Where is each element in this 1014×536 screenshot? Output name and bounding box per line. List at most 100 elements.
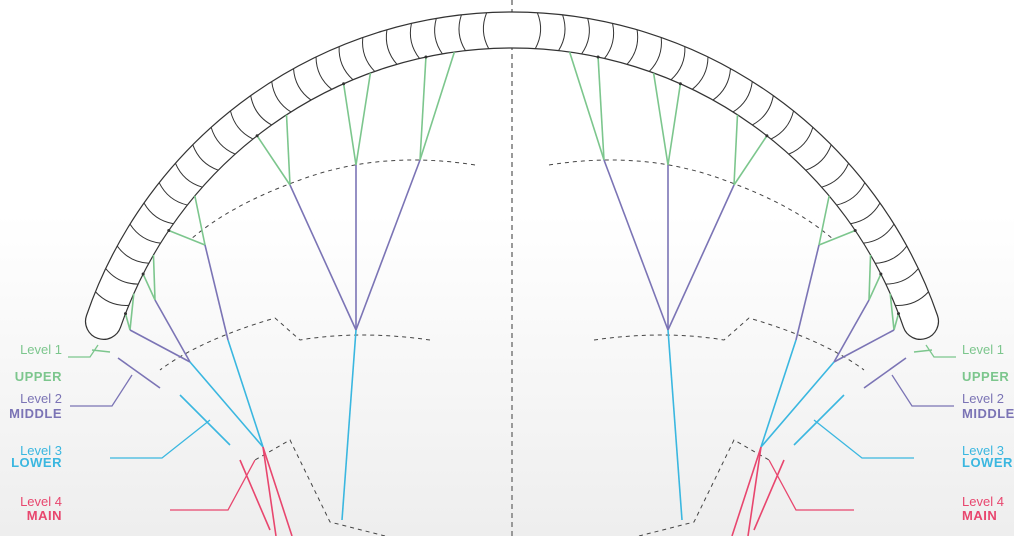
attach-point [678, 82, 682, 86]
canopy-cell [158, 182, 188, 206]
canopy-cell [116, 245, 149, 264]
bracket [863, 357, 907, 389]
upper-line [667, 83, 682, 166]
upper-line [168, 229, 206, 246]
level-name: LOWER [11, 455, 62, 470]
leader-line [68, 344, 99, 358]
upper-line [597, 57, 605, 161]
canopy-cell [805, 144, 832, 171]
canopy-outline [511, 11, 940, 340]
main-line [262, 446, 277, 536]
bracket [239, 459, 271, 531]
upper-line [342, 83, 357, 166]
attach-point [424, 55, 428, 59]
level-label: Level 4 [20, 494, 62, 509]
canopy-cell [174, 163, 203, 188]
middle-line [154, 299, 191, 363]
canopy-cell [293, 68, 312, 101]
lower-line [760, 361, 835, 448]
bracket [753, 459, 785, 531]
canopy-cell [95, 291, 129, 306]
canopy-cell [732, 81, 753, 113]
level-label: Level 1 [20, 342, 62, 357]
upper-line [124, 313, 131, 331]
leader-line [813, 419, 914, 459]
canopy-cell [192, 144, 219, 171]
canopy-cell [691, 56, 709, 90]
leader-line [768, 459, 854, 511]
canopy-cell [271, 81, 292, 113]
middle-line [204, 244, 229, 341]
canopy-cell [626, 29, 639, 65]
leader-line [70, 374, 133, 407]
canopy-cell [670, 46, 686, 81]
canopy-cell [434, 18, 443, 55]
attach-point [765, 134, 769, 138]
leader-line [110, 419, 211, 459]
level-label: Level 3 [20, 443, 62, 458]
level-label: Level 2 [962, 391, 1004, 406]
middle-line [795, 244, 820, 341]
upper-line [818, 229, 856, 246]
upper-line [733, 135, 768, 186]
main-line [747, 446, 762, 536]
dashed-arc [189, 159, 476, 241]
middle-line [833, 329, 895, 363]
upper-line [868, 254, 872, 301]
canopy-cell [458, 14, 466, 51]
canopy-cell [836, 182, 866, 206]
canopy-cell [250, 95, 272, 126]
attach-point [255, 134, 259, 138]
canopy-cell [338, 46, 354, 81]
upper-line [152, 254, 156, 301]
level-name: LOWER [962, 455, 1013, 470]
canopy-outline [84, 11, 513, 340]
attach-point [342, 82, 346, 86]
canopy-cell [229, 110, 254, 140]
canopy-cell [385, 29, 398, 65]
upper-line [868, 273, 882, 301]
canopy-cell [362, 37, 376, 72]
dashed-arc [548, 159, 835, 241]
upper-line [355, 72, 372, 166]
middle-line [355, 159, 421, 331]
canopy-cell [788, 127, 814, 155]
canopy-cell [581, 18, 590, 55]
canopy-cell [648, 37, 662, 72]
canopy-cell [409, 23, 420, 59]
level-label: Level 1 [962, 342, 1004, 357]
canopy-cell [821, 163, 850, 188]
attach-point [167, 228, 171, 232]
middle-line [667, 184, 735, 331]
bracket [179, 394, 231, 446]
canopy-cell [875, 245, 908, 264]
upper-line [889, 293, 895, 331]
level-name: MIDDLE [962, 406, 1014, 421]
level-label: Level 4 [962, 494, 1004, 509]
canopy-cell [143, 202, 174, 225]
upper-line [194, 195, 206, 246]
upper-line [893, 313, 900, 331]
canopy-cell [482, 12, 490, 49]
lower-line [760, 339, 797, 448]
middle-line [289, 184, 357, 331]
level-name: MAIN [27, 508, 62, 523]
canopy-cell [129, 223, 161, 244]
upper-line [568, 51, 605, 161]
canopy-cell [770, 110, 795, 140]
upper-line [256, 135, 291, 186]
level-label: Level 2 [20, 391, 62, 406]
level-name: MAIN [962, 508, 997, 523]
lower-line [341, 329, 357, 521]
middle-line [603, 159, 669, 331]
upper-line [419, 57, 427, 161]
canopy-cell [895, 291, 929, 306]
dashed-arc [593, 317, 865, 371]
attach-point [853, 228, 857, 232]
leader-line [891, 374, 954, 407]
right-half [511, 11, 956, 536]
upper-line [652, 72, 669, 166]
level-name: UPPER [15, 369, 62, 384]
